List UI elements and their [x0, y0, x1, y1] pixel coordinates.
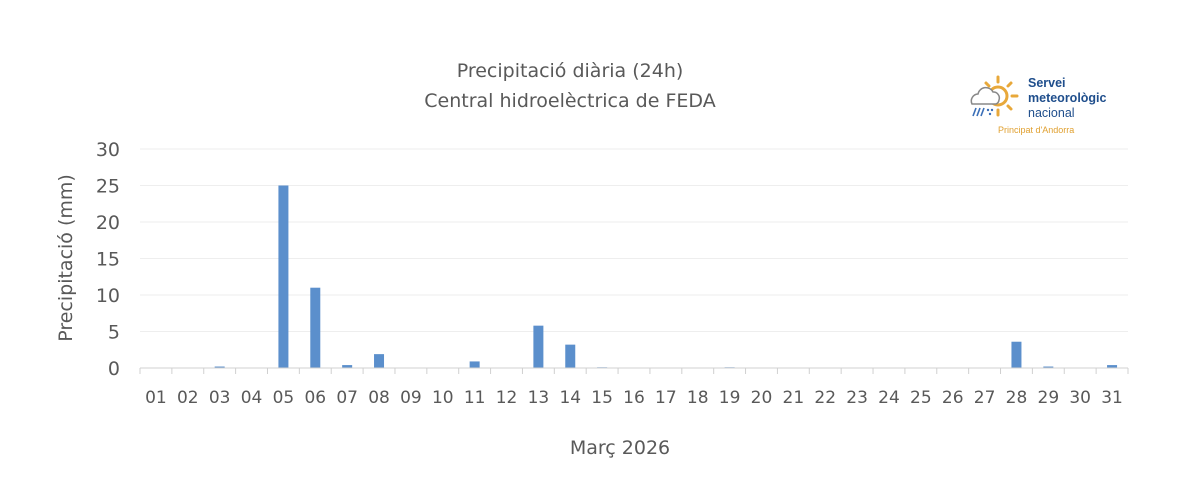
smn-logo: Servei meteorològic nacional Principat d'…	[966, 74, 1107, 140]
x-tick-label: 07	[336, 388, 358, 408]
y-tick-label: 10	[96, 285, 120, 307]
bar-08	[374, 354, 385, 368]
x-tick-label: 15	[591, 388, 613, 408]
x-tick-label: 14	[559, 388, 581, 408]
bar-03	[214, 366, 225, 368]
x-tick-label: 03	[209, 388, 231, 408]
x-tick-label: 28	[1006, 388, 1028, 408]
y-tick-label: 25	[96, 176, 120, 198]
x-tick-label: 21	[783, 388, 805, 408]
bar-11	[469, 361, 480, 368]
bar-29	[1043, 366, 1054, 368]
x-tick-label: 10	[432, 388, 454, 408]
weather-logo-icon	[970, 75, 1019, 117]
bar-05	[278, 185, 289, 368]
y-tick-label: 30	[96, 139, 120, 161]
chart-subtitle: Central hidroelèctrica de FEDA	[424, 90, 715, 112]
x-tick-label: 05	[273, 388, 295, 408]
logo-text-4: Principat d'Andorra	[998, 125, 1075, 135]
x-tick-label: 31	[1101, 388, 1123, 408]
x-tick-label: 08	[368, 388, 390, 408]
x-tick-label: 25	[910, 388, 932, 408]
bar-28	[1011, 341, 1022, 368]
x-tick-label: 22	[814, 388, 836, 408]
x-tick-label: 17	[655, 388, 677, 408]
x-tick-label: 01	[145, 388, 167, 408]
x-tick-label: 16	[623, 388, 645, 408]
x-axis-label: Març 2026	[570, 437, 670, 459]
bar-07	[342, 365, 353, 368]
x-tick-label: 11	[464, 388, 486, 408]
x-tick-label: 12	[496, 388, 518, 408]
x-tick-label: 23	[846, 388, 868, 408]
bar-14	[565, 344, 576, 368]
y-tick-label: 15	[96, 249, 120, 271]
x-tick-label: 24	[878, 388, 900, 408]
bar-13	[533, 325, 544, 368]
x-tick-label: 06	[304, 388, 326, 408]
bar-31	[1107, 365, 1118, 368]
x-tick-label: 27	[974, 388, 996, 408]
x-tick-label: 18	[687, 388, 709, 408]
logo-text-2: meteorològic	[1028, 91, 1107, 105]
x-tick-label: 26	[942, 388, 964, 408]
y-tick-label: 0	[108, 358, 120, 380]
x-tick-label: 30	[1069, 388, 1091, 408]
x-tick-label: 20	[751, 388, 773, 408]
x-tick-label: 13	[528, 388, 550, 408]
y-axis-label: Precipitació (mm)	[55, 174, 77, 342]
x-tick-label: 29	[1038, 388, 1060, 408]
x-tick-label: 04	[241, 388, 263, 408]
y-tick-label: 5	[108, 322, 120, 344]
x-tick-label: 02	[177, 388, 199, 408]
logo-text-1: Servei	[1028, 76, 1066, 90]
x-tick-label: 09	[400, 388, 422, 408]
bar-06	[310, 287, 321, 368]
chart-title: Precipitació diària (24h)	[457, 60, 684, 82]
x-tick-label: 19	[719, 388, 741, 408]
y-tick-label: 20	[96, 212, 120, 234]
logo-text-3: nacional	[1028, 106, 1075, 120]
